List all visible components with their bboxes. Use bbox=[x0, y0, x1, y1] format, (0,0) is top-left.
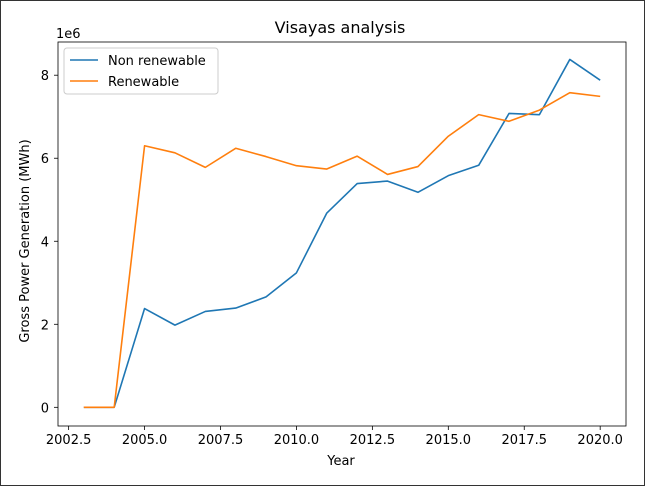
legend-label: Renewable bbox=[108, 75, 179, 90]
series-line-non-renewable bbox=[83, 58, 601, 409]
y-tick-label: 8 bbox=[41, 69, 49, 84]
axes-frame bbox=[57, 41, 627, 427]
y-tick-label: 4 bbox=[41, 235, 49, 250]
x-tick-label: 2012.5 bbox=[350, 433, 396, 448]
x-tick-label: 2020.0 bbox=[577, 433, 623, 448]
legend-label: Non renewable bbox=[108, 54, 206, 69]
legend-box bbox=[63, 47, 219, 95]
y-tick-label: 0 bbox=[41, 401, 49, 416]
legend: Non renewable Renewable bbox=[63, 47, 219, 95]
y-tick-label: 2 bbox=[41, 318, 49, 333]
y-multiplier-label: 1e6 bbox=[56, 27, 81, 42]
x-axis-title: Year bbox=[326, 454, 355, 469]
y-axis-title: Gross Power Generation (MWh) bbox=[18, 139, 33, 342]
x-tick-label: 2015.0 bbox=[426, 433, 472, 448]
x-tick-label: 2007.5 bbox=[198, 433, 244, 448]
x-tick-label: 2005.0 bbox=[122, 433, 168, 448]
y-tick-label: 6 bbox=[41, 152, 49, 167]
plot-area: 2002.5 2005.0 2007.5 2010.0 2012.5 2015.0 2017… bbox=[41, 41, 627, 448]
x-tick-label: 2017.5 bbox=[501, 433, 547, 448]
x-tick-label: 2002.5 bbox=[46, 433, 92, 448]
x-tick-label: 2010.0 bbox=[274, 433, 320, 448]
chart-title: Visayas analysis bbox=[275, 18, 406, 37]
series-line-renewable bbox=[83, 91, 601, 409]
